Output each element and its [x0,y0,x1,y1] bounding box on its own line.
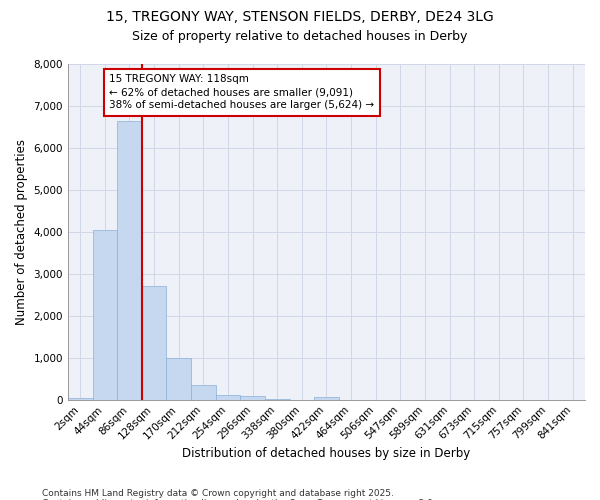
Bar [314,397,339,400]
Bar [142,286,166,400]
Text: 15 TREGONY WAY: 118sqm
← 62% of detached houses are smaller (9,091)
38% of semi-: 15 TREGONY WAY: 118sqm ← 62% of detached… [109,74,374,110]
Y-axis label: Number of detached properties: Number of detached properties [15,139,28,325]
Bar [117,120,142,400]
Text: Contains public sector information licensed under the Open Government Licence v3: Contains public sector information licen… [42,498,436,500]
Bar [166,358,191,400]
Bar [191,386,215,400]
Text: Contains HM Land Registry data © Crown copyright and database right 2025.: Contains HM Land Registry data © Crown c… [42,488,394,498]
Text: 15, TREGONY WAY, STENSON FIELDS, DERBY, DE24 3LG: 15, TREGONY WAY, STENSON FIELDS, DERBY, … [106,10,494,24]
X-axis label: Distribution of detached houses by size in Derby: Distribution of detached houses by size … [182,447,470,460]
Bar [92,230,117,400]
Bar [240,396,265,400]
Bar [68,398,92,400]
Text: Size of property relative to detached houses in Derby: Size of property relative to detached ho… [133,30,467,43]
Bar [215,394,240,400]
